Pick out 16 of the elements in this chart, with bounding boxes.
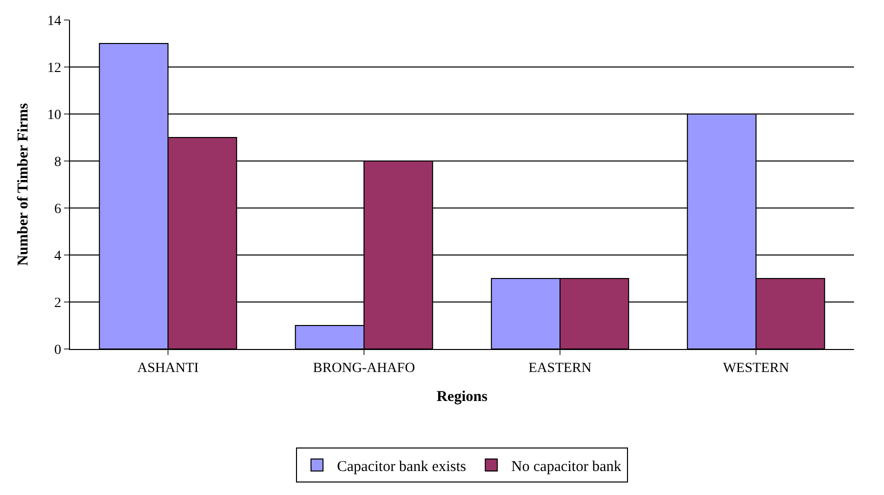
y-tick-label: 4 (54, 248, 62, 264)
legend-label: Capacitor bank exists (337, 458, 466, 475)
y-tick-label: 8 (54, 154, 62, 170)
legend-label: No capacitor bank (511, 458, 622, 475)
x-tick-label: EASTERN (528, 360, 592, 376)
x-tick-label: BRONG-AHAFO (313, 360, 415, 376)
y-tick-label: 6 (54, 202, 62, 217)
y-tick-label: 12 (47, 60, 62, 76)
x-axis-title: Regions (436, 388, 488, 405)
y-tick-label: 0 (54, 342, 62, 358)
y-tick-label: 14 (47, 14, 62, 29)
y-tick-label: 10 (47, 108, 62, 123)
x-tick-label: ASHANTI (137, 360, 200, 376)
y-axis-title: Number of Timber Firms (15, 103, 32, 266)
y-tick-label: 2 (54, 296, 62, 311)
x-tick-label: WESTERN (722, 360, 790, 376)
